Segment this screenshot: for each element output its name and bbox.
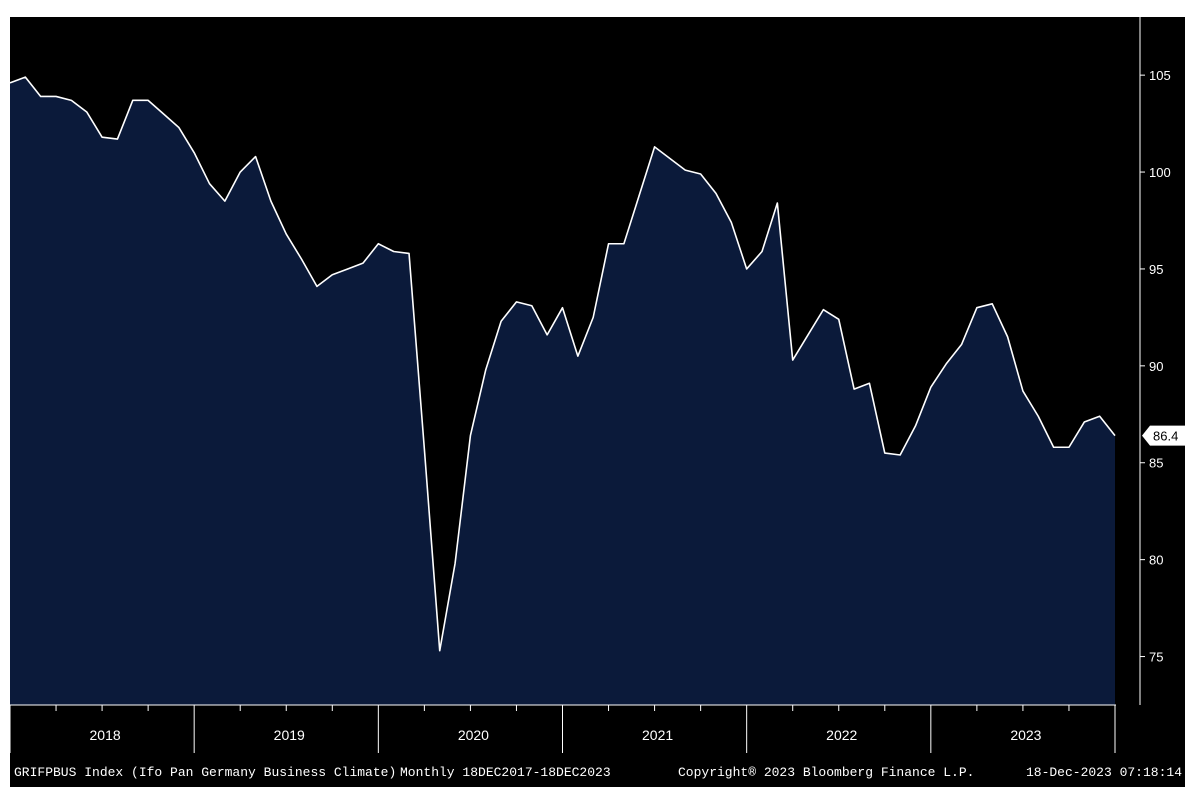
area-fill	[10, 77, 1115, 705]
footer-timestamp: 18-Dec-2023 07:18:14	[1026, 765, 1182, 780]
year-label: 2020	[458, 727, 489, 743]
y-tick-label: 95	[1149, 262, 1163, 277]
year-label: 2022	[826, 727, 857, 743]
footer-ticker: GRIFPBUS Index (Ifo Pan Germany Business…	[14, 765, 396, 780]
year-label: 2018	[90, 727, 121, 743]
y-tick-label: 105	[1149, 68, 1171, 83]
y-tick-label: 80	[1149, 553, 1163, 568]
y-tick-label: 90	[1149, 359, 1163, 374]
chart-panel: 75 80 85 90 95 100 105 2018 2019 2020 2021 2022 2023…	[10, 17, 1185, 787]
y-tick-label: 75	[1149, 650, 1163, 665]
year-label: 2023	[1010, 727, 1041, 743]
last-value-box	[1142, 425, 1185, 446]
last-value-label: 86.4	[1153, 429, 1178, 444]
year-label: 2021	[642, 727, 673, 743]
chart-svg: 75 80 85 90 95 100 105 2018 2019 2020 2021 2022 2023…	[10, 17, 1185, 780]
year-label: 2019	[274, 727, 305, 743]
footer-frequency-range: Monthly 18DEC2017-18DEC2023	[400, 765, 611, 780]
y-tick-label: 100	[1149, 165, 1171, 180]
y-tick-label: 85	[1149, 456, 1163, 471]
footer-copyright: Copyright® 2023 Bloomberg Finance L.P.	[678, 765, 974, 780]
series-line	[10, 76, 1116, 652]
